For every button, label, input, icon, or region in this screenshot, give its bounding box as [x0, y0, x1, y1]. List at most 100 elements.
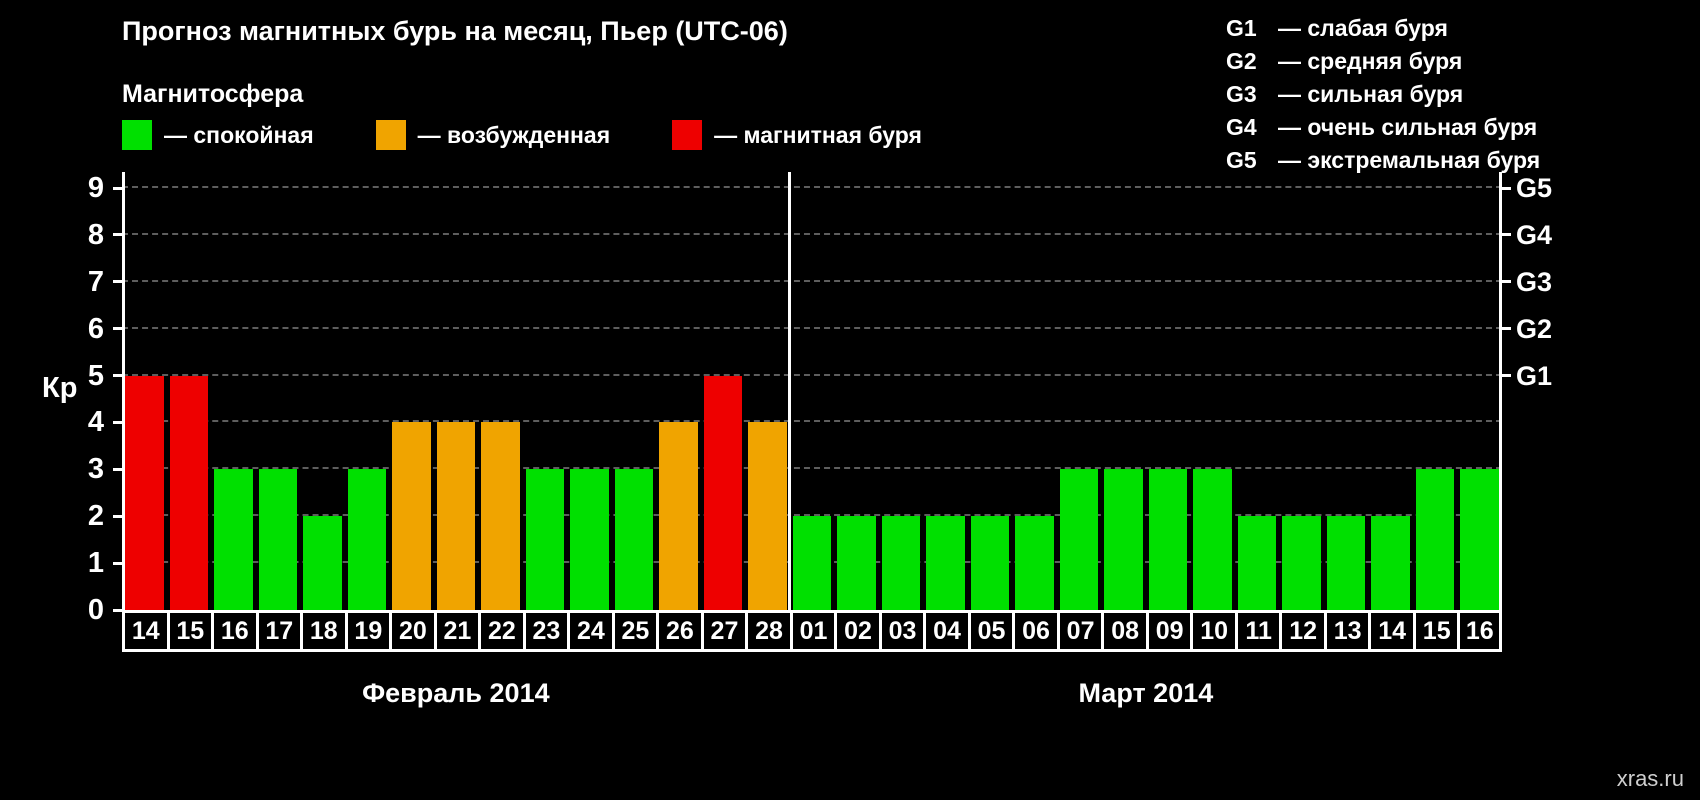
gridline-kp-4: [122, 420, 1502, 423]
kp-bar-day-02: [837, 516, 876, 610]
day-label-23: 23: [522, 610, 568, 652]
kp-bar-day-20: [392, 422, 431, 610]
day-label-15: 15: [1412, 610, 1458, 652]
gridline-kp-9: [122, 186, 1502, 188]
g-scale-legend: G1 — слабая буря G2 — средняя буря G3 — сильн…: [1226, 12, 1540, 177]
y-tick-mark-5: [113, 374, 122, 378]
g-tick-label-G3: G3: [1516, 266, 1553, 297]
y-tick-label-3: 3: [87, 453, 104, 486]
day-label-11: 11: [1234, 610, 1280, 652]
legend-swatch-storm: [672, 120, 703, 150]
gridline-kp-8: [122, 232, 1502, 235]
g-legend-desc-G1: — слабая буря: [1278, 15, 1448, 41]
day-label-09: 09: [1145, 610, 1191, 652]
kp-bar-day-06: [1015, 516, 1054, 610]
month-label: Март 2014: [1078, 678, 1214, 708]
g-legend-code-G2: G2: [1226, 48, 1257, 74]
day-label-28: 28: [745, 610, 790, 652]
day-label-18: 18: [300, 610, 345, 652]
day-label-07: 07: [1056, 610, 1102, 652]
month-separator: [788, 172, 792, 610]
legend-item-quiet: — спокойная: [122, 120, 314, 150]
legend-label-storm: — магнитная буря: [714, 121, 922, 148]
day-label-05: 05: [967, 610, 1013, 652]
kp-bar-day-19: [347, 469, 387, 610]
day-label-02: 02: [834, 610, 879, 652]
kp-bar-day-04: [926, 516, 965, 610]
kp-bar-day-18: [303, 516, 342, 610]
kp-bar-day-12: [1282, 516, 1321, 610]
y-tick-mark-7: [113, 280, 122, 284]
month-label-row: Февраль 2014 Март 2014: [122, 678, 1502, 718]
y-axis-line: [122, 172, 125, 610]
kp-bar-day-21: [436, 422, 476, 610]
chart-title: Прогноз магнитных бурь на месяц, Пьер (U…: [122, 16, 788, 46]
y-tick-label-0: 0: [87, 594, 104, 626]
day-label-17: 17: [255, 610, 301, 652]
y-tick-label-7: 7: [87, 265, 104, 298]
magnetosphere-label: Магнитосфера: [122, 80, 304, 108]
day-label-01: 01: [789, 610, 835, 652]
day-label-19: 19: [344, 610, 390, 652]
day-label-16: 16: [211, 610, 256, 652]
y-tick-label-6: 6: [87, 312, 104, 345]
g-tick-label-G1: G1: [1516, 360, 1553, 391]
day-label-04: 04: [923, 610, 968, 652]
kp-bar-day-17: [258, 469, 298, 610]
legend-swatch-active: [375, 120, 406, 150]
day-label-25: 25: [611, 610, 657, 652]
day-label-12: 12: [1279, 610, 1324, 652]
day-label-27: 27: [700, 610, 746, 652]
day-axis-row: 14 15 16 17 18 19 20 21 22 23 24 25 26 27 28 01 02 03 04 05…: [122, 610, 1502, 652]
watermark: xras.ru: [1616, 766, 1684, 791]
kp-bar-day-16: [214, 469, 253, 610]
gridline-kp-7: [122, 279, 1502, 282]
kp-bar-day-09: [1148, 469, 1188, 610]
y-tick-mark-4: [113, 420, 122, 424]
kp-bar-day-15: [1415, 469, 1455, 610]
day-label-10: 10: [1190, 610, 1235, 652]
day-label-21: 21: [433, 610, 479, 652]
y-tick-mark-6: [113, 327, 122, 331]
day-label-08: 08: [1101, 610, 1146, 652]
gridline-kp-2: [122, 514, 1502, 517]
g-legend-code-G1: G1: [1226, 15, 1257, 41]
y-tick-label-9: 9: [87, 172, 104, 204]
legend-label-quiet: — спокойная: [164, 121, 314, 148]
y-tick-label-4: 4: [87, 406, 104, 439]
kp-bar-day-11: [1237, 516, 1277, 610]
day-label-22: 22: [478, 610, 523, 652]
legend-item-storm: — магнитная буря: [672, 120, 922, 150]
legend-swatch-quiet: [122, 120, 152, 150]
y-tick-mark-3: [113, 467, 122, 471]
day-label-15: 15: [166, 610, 212, 652]
g-legend-line-G2: G2 — средняя буря: [1226, 45, 1540, 78]
y-tick-mark-1: [113, 561, 122, 565]
day-label-26: 26: [656, 610, 701, 652]
g-legend-line-G3: G3 — сильная буря: [1226, 78, 1540, 111]
g-legend-desc-G5: — экстремальная буря: [1278, 147, 1541, 173]
state-legend: — спокойная — возбужденная — магнитная бур…: [122, 120, 922, 150]
kp-bar-day-27: [703, 375, 743, 610]
y-tick-mark-8: [113, 233, 122, 237]
g-legend-code-G3: G3: [1226, 81, 1257, 107]
gridline-kp-5: [122, 373, 1502, 376]
gridline-kp-6: [122, 326, 1502, 329]
g-legend-desc-G3: — сильная буря: [1278, 81, 1464, 107]
kp-bar-day-25: [614, 469, 654, 610]
y-tick-mark-9: [113, 186, 122, 190]
g-legend-desc-G4: — очень сильная буря: [1278, 114, 1538, 140]
kp-bar-day-22: [481, 422, 520, 610]
kp-bar-day-23: [525, 469, 565, 610]
y-axis-label: Кр: [42, 372, 78, 404]
day-label-03: 03: [878, 610, 924, 652]
day-label-24: 24: [567, 610, 612, 652]
plot-area: [113, 172, 1511, 612]
g-legend-line-G5: G5 — экстремальная буря: [1226, 144, 1540, 177]
g-tick-mark-G4: [1502, 233, 1511, 237]
g-legend-line-G1: G1 — слабая буря: [1226, 12, 1540, 45]
g-tick-mark-G2: [1502, 327, 1511, 331]
g-legend-code-G5: G5: [1226, 147, 1257, 173]
kp-bar-day-10: [1193, 469, 1232, 610]
y-tick-mark-2: [113, 514, 122, 518]
